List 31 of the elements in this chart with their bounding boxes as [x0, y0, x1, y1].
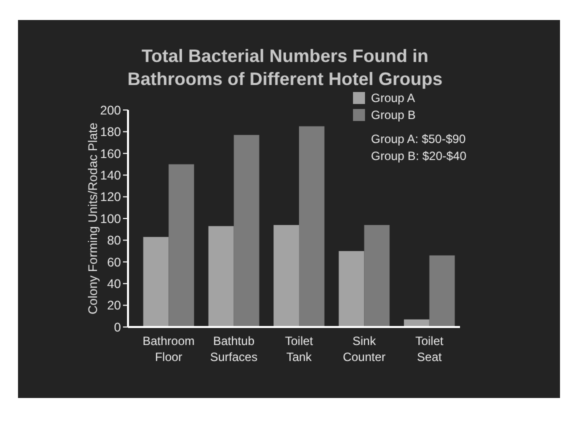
annotation: Group A: $50-$90 — [371, 132, 466, 146]
x-tick-label: Toilet Seat — [415, 334, 444, 364]
y-tick-label: 120 — [100, 190, 122, 204]
chart-title: Total Bacterial Numbers Found in Bathrooms of Different Hotel Groups — [127, 46, 443, 89]
y-tick-label: 20 — [107, 298, 122, 313]
y-tick-label: 160 — [100, 146, 122, 161]
bar — [274, 225, 299, 327]
y-tick-label: 200 — [100, 103, 122, 118]
y-tick-label: 140 — [100, 168, 122, 182]
x-tick-label: Bathroom Floor — [142, 334, 195, 364]
bar — [234, 134, 260, 327]
y-tick-label: 100 — [100, 212, 122, 226]
y-tick-label: 60 — [107, 255, 122, 270]
bar — [168, 164, 194, 327]
bar — [208, 226, 234, 327]
x-tick-label: Bathtub Surfaces — [210, 334, 258, 364]
bar — [299, 126, 324, 327]
y-axis-title: Colony Forming Units/Rodac Plate — [86, 122, 100, 314]
y-tick-label: 180 — [100, 125, 122, 140]
legend-label: Group A — [371, 91, 416, 106]
bar — [143, 236, 169, 327]
bar — [364, 225, 390, 327]
x-tick-label: Sink Counter — [342, 334, 386, 364]
bar — [338, 251, 364, 327]
x-tick-label: Toilet Tank — [284, 334, 314, 364]
y-tick-label: 0 — [114, 320, 122, 334]
annotation: Group B: $20-$40 — [371, 149, 467, 163]
bar — [429, 255, 455, 327]
legend-label: Group B — [371, 108, 416, 122]
y-tick-label: 40 — [107, 276, 122, 291]
y-tick-label: 80 — [107, 234, 122, 248]
